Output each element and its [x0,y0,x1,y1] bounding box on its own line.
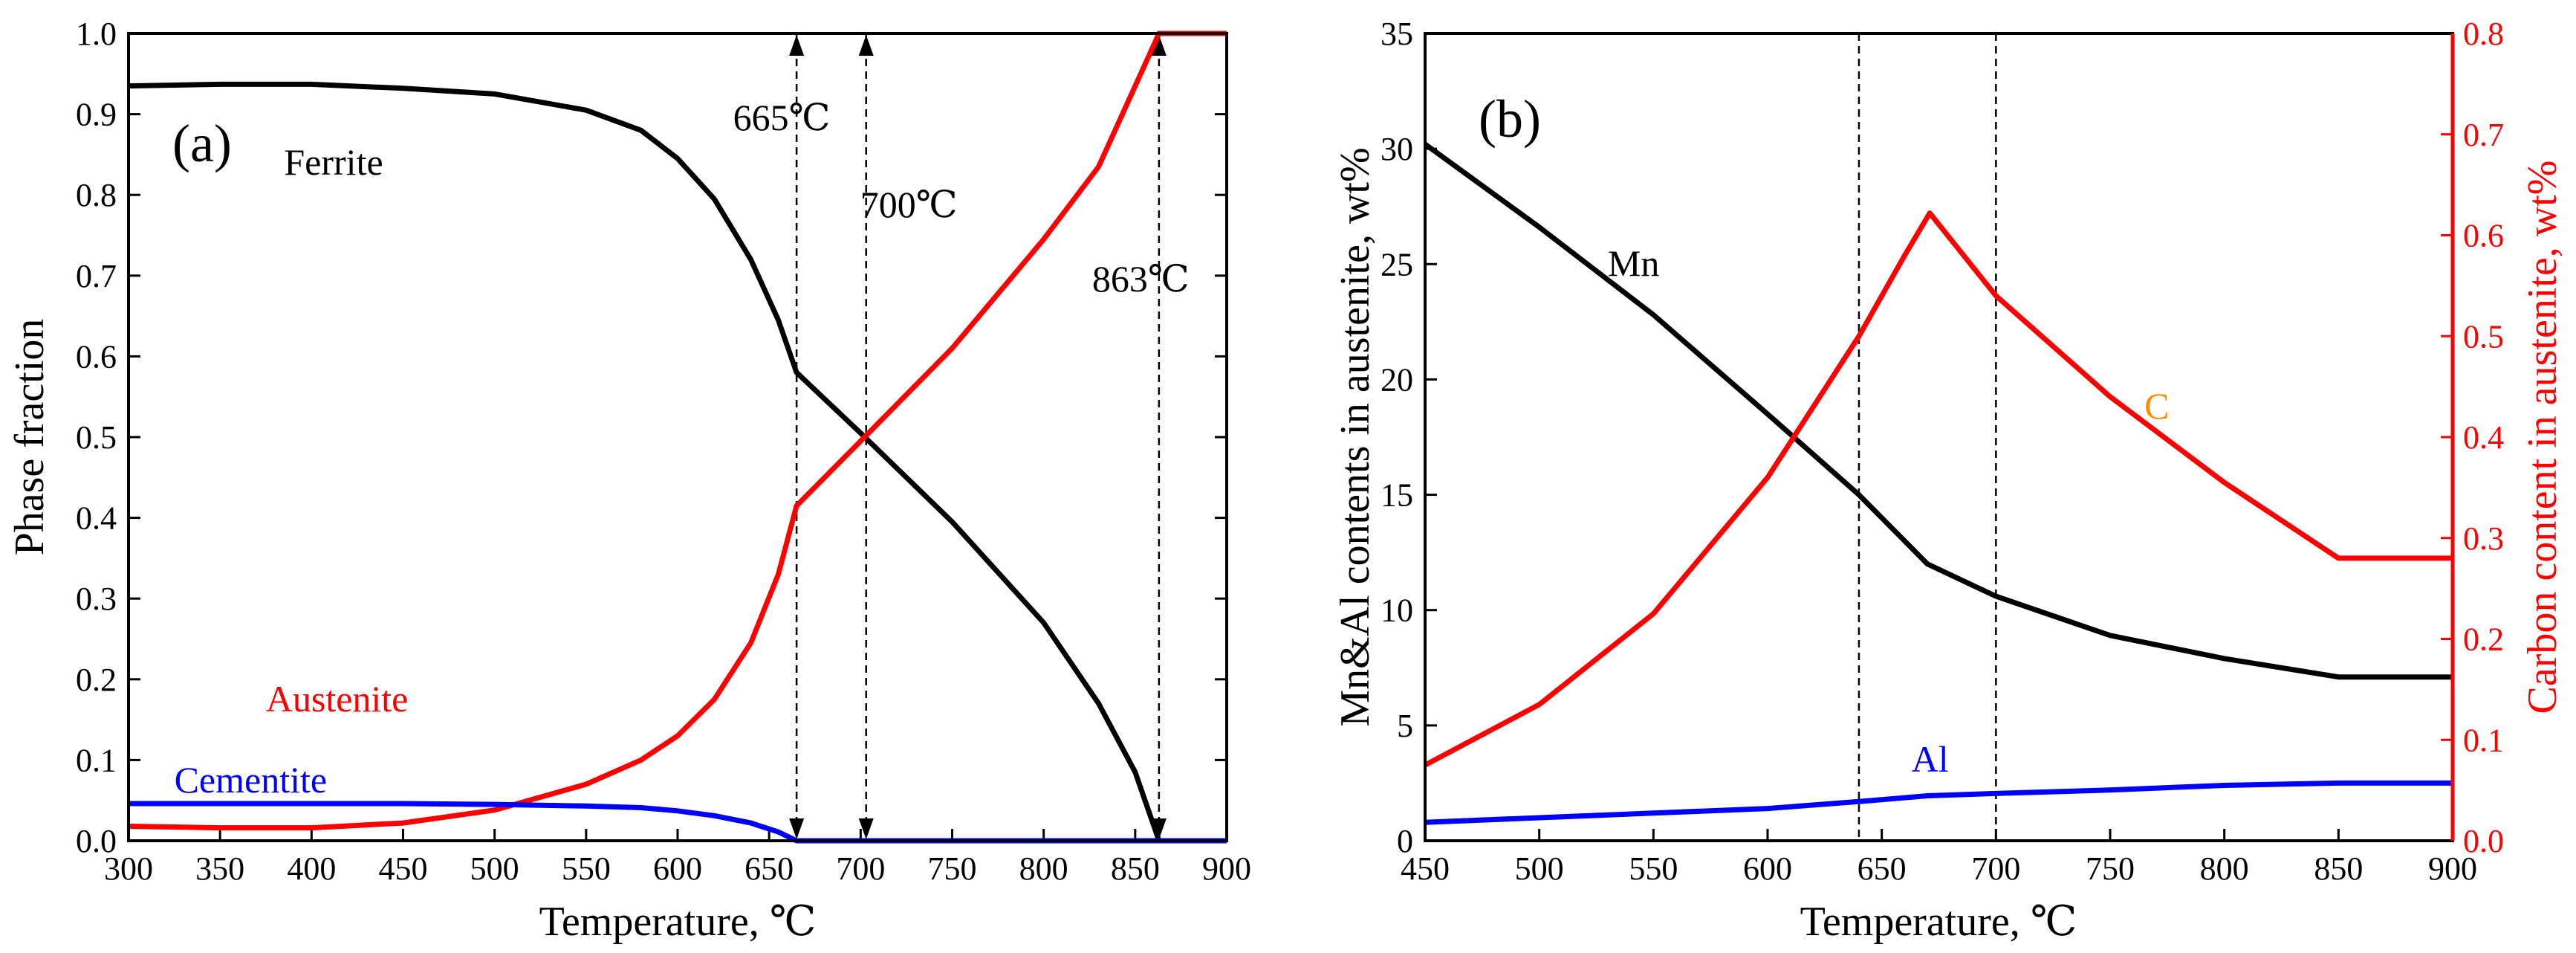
series-line-austenite [128,30,1227,831]
y-tick-label: 1.0 [76,16,117,52]
panel-b-x-axis-title: Temperature, ℃ [1800,899,2077,945]
x-tick-label: 650 [744,850,794,887]
panel-b-tick-marks [1424,32,2454,842]
x-tick-label: 450 [1401,850,1450,887]
y-tick-label: 0.1 [76,742,117,778]
x-tick-label: 750 [2086,850,2135,887]
right-y-tick-label: 0.3 [2463,520,2504,557]
y-tick-label: 0.9 [76,97,117,133]
right-y-tick-label: 0.7 [2463,117,2504,153]
y-tick-label: 0.5 [76,419,117,456]
panel-b-plot-frame [1424,32,2454,842]
x-tick-label: 500 [1515,850,1564,887]
temperature-annotation: 700℃ [860,184,958,225]
y-tick-label: 0.4 [76,500,117,537]
right-y-tick-label: 0.5 [2463,318,2504,355]
y-tick-label: 25 [1381,246,1413,282]
series-label-al: Al [1912,738,1949,780]
right-y-tick-label: 0.2 [2463,621,2504,658]
panel-b-right-y-axis-title: Carbon content in austenite, wt% [2520,161,2566,714]
x-tick-label: 800 [2200,850,2249,887]
arrow-head-up [1151,35,1167,56]
temperature-annotation: 665℃ [733,97,831,138]
x-tick-label: 350 [195,850,244,887]
y-tick-label: 0.0 [76,823,117,859]
y-tick-label: 0.8 [76,177,117,213]
x-tick-label: 850 [2314,850,2363,887]
right-y-tick-label: 0.6 [2463,218,2504,254]
x-tick-label: 700 [1971,850,2020,887]
arrow-head-down [789,818,805,839]
series-label-c: C [2144,385,2169,427]
series-line-mn [1423,142,2453,680]
panel-a-label: (a) [172,114,232,173]
series-line-c [1424,210,2453,768]
panel-a-y-axis-title: Phase fraction [7,319,53,556]
x-tick-label: 550 [562,850,611,887]
series-label-ferrite: Ferrite [284,141,383,183]
y-tick-label: 10 [1381,592,1413,629]
panel-b-composition-chart: 450 500 550 600 650 700 750 800 850 900 0 5 10 15 20 25… [1332,16,2566,945]
right-y-tick-label: 0.8 [2463,16,2504,52]
x-tick-label: 600 [1743,850,1792,887]
y-tick-label: 20 [1381,361,1413,398]
x-tick-label: 900 [2428,850,2477,887]
panel-a-x-axis-title: Temperature, ℃ [539,899,817,945]
y-tick-label: 5 [1397,708,1413,744]
x-tick-label: 800 [1019,850,1068,887]
panel-b-label: (b) [1479,89,1541,149]
y-tick-label: 30 [1381,131,1413,167]
panel-b-y-axis-title: Mn&Al contents in austenite, wt% [1332,147,1378,726]
x-tick-label: 450 [379,850,428,887]
x-tick-label: 900 [1202,850,1251,887]
x-tick-label: 700 [836,850,885,887]
series-label-cementite: Cementite [175,759,327,801]
x-tick-label: 650 [1858,850,1907,887]
panel-b-tick-labels: 450 500 550 600 650 700 750 800 850 900 0 5 10 15 20 25… [1381,16,2504,887]
arrow-head-up [858,35,874,56]
y-tick-label: 0.3 [76,581,117,617]
panel-a-reference-lines: 665℃ 700℃ 863℃ [733,33,1190,841]
y-tick-label: 0.7 [76,258,117,294]
panel-a-series-labels: Ferrite Austenite Cementite [175,141,409,801]
x-tick-label: 550 [1629,850,1678,887]
series-line-al [1424,780,2453,825]
panel-a-plot-frame [127,32,1228,842]
panel-b-reference-lines [1858,33,1997,841]
right-y-tick-label: 0.1 [2463,722,2504,758]
arrow-head-up [789,35,805,56]
series-label-mn: Mn [1608,242,1659,284]
y-tick-label: 35 [1381,16,1413,52]
panel-b-series-group [1423,142,2453,825]
y-tick-label: 15 [1381,477,1413,514]
series-label-austenite: Austenite [266,678,409,720]
panel-a-phase-fraction-chart: 665℃ 700℃ 863℃ 300 350 400 450 500 550 600 650 700… [7,16,1251,945]
right-y-tick-label: 0.0 [2463,823,2504,859]
y-tick-label: 0.6 [76,338,117,375]
x-tick-label: 300 [104,850,153,887]
panel-b-series-labels: Mn C Al [1608,242,2170,780]
x-tick-label: 850 [1111,850,1160,887]
right-y-tick-label: 0.4 [2463,419,2504,456]
arrow-head-down [858,818,874,839]
x-tick-label: 750 [928,850,977,887]
temperature-annotation: 863℃ [1092,258,1190,300]
x-tick-label: 500 [470,850,519,887]
y-tick-label: 0 [1397,823,1413,859]
x-tick-label: 400 [287,850,336,887]
y-tick-label: 0.2 [76,662,117,698]
x-tick-label: 600 [653,850,702,887]
series-line-ferrite [128,81,1227,844]
panel-a-tick-labels: 300 350 400 450 500 550 600 650 700 750 800 850 900 0… [76,16,1251,887]
